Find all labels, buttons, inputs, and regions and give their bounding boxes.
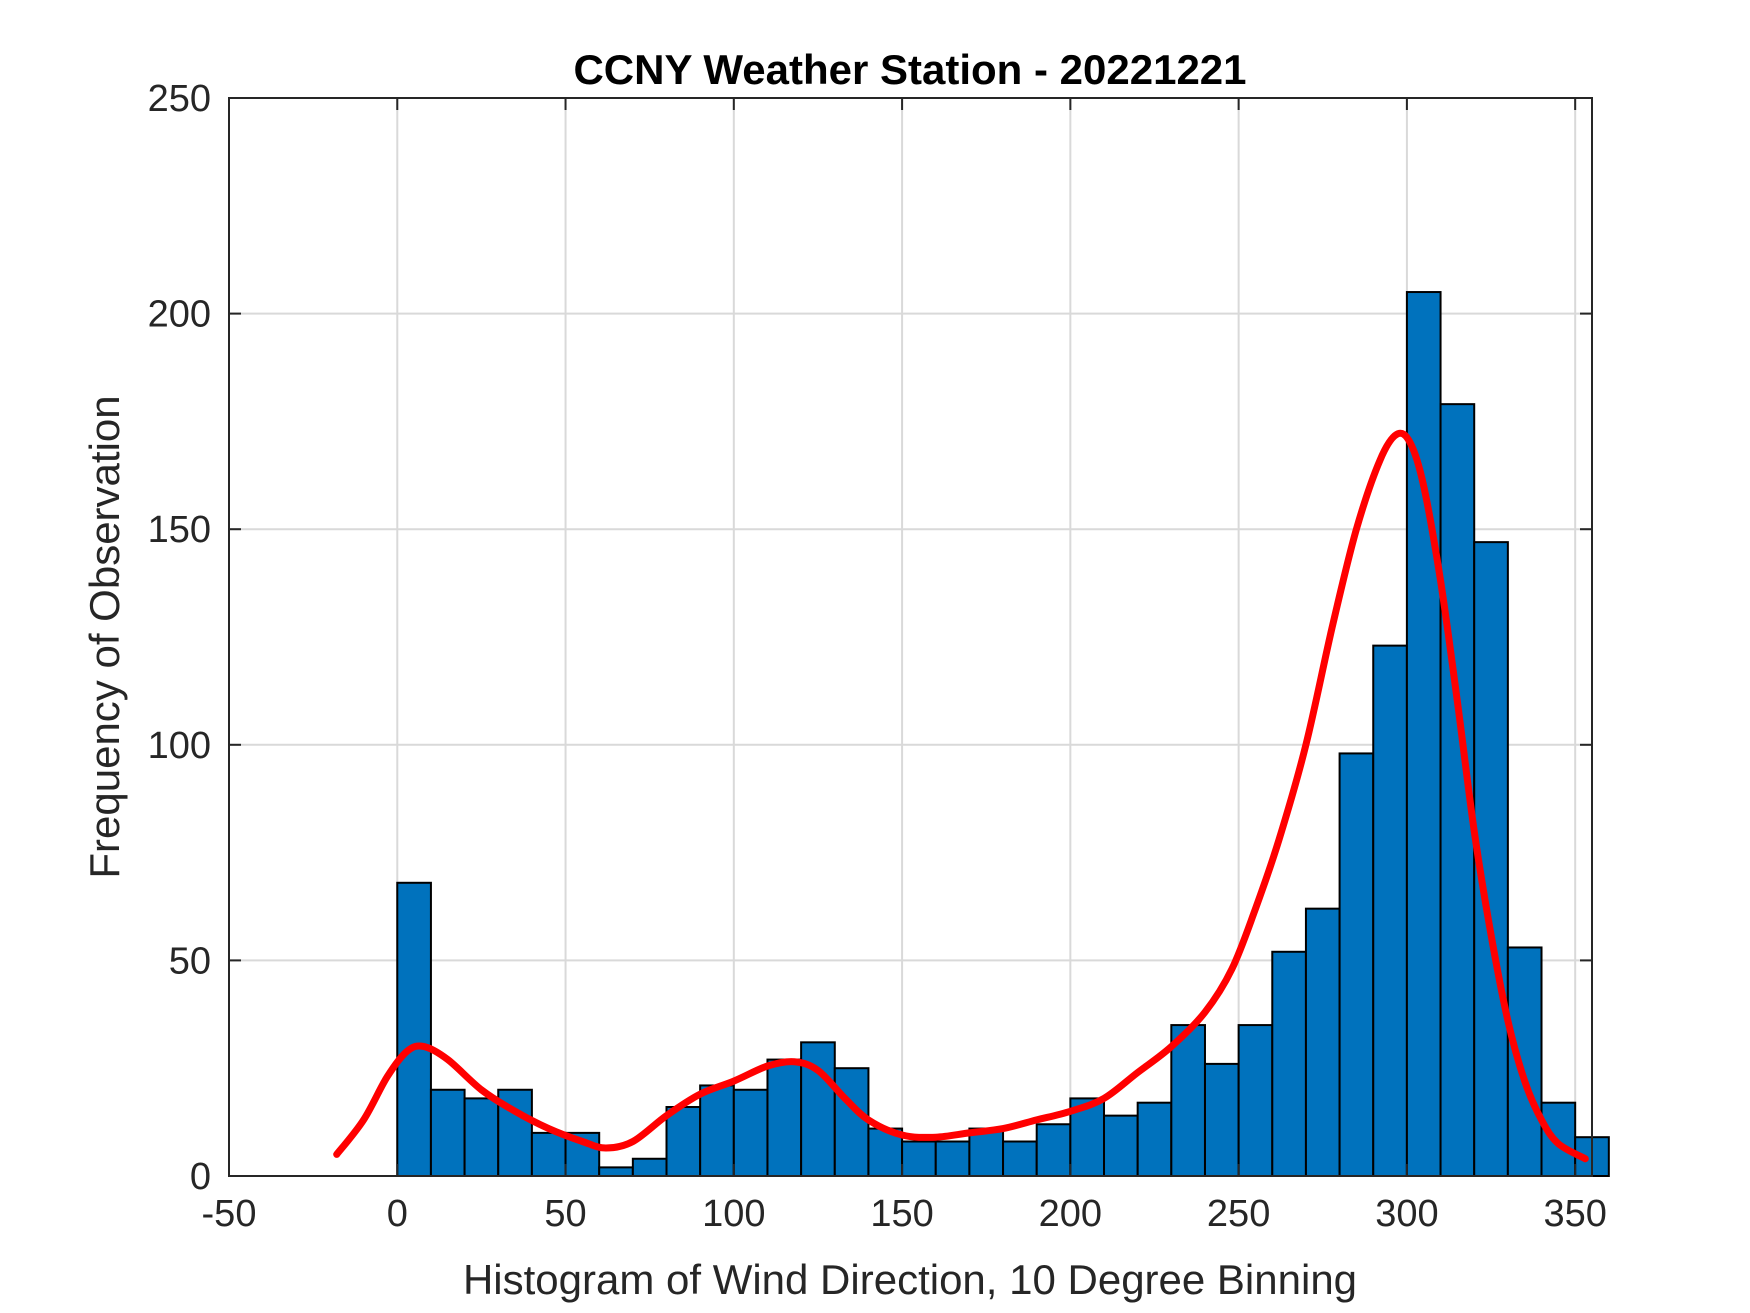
histogram-bar: [1338, 752, 1375, 1177]
histogram-bar: [598, 1166, 634, 1177]
y-axis-title: Frequency of Observation: [81, 395, 128, 878]
y-tick-labels: 0 50 100 150 200 250: [148, 78, 211, 1198]
histogram-bar: [463, 1097, 500, 1178]
histogram-bar: [901, 1140, 937, 1178]
histogram-bar: [631, 1157, 668, 1177]
histogram-bar: [1271, 950, 1307, 1177]
histogram-bar: [766, 1058, 803, 1178]
histogram-bar: [833, 1067, 870, 1177]
histogram-bar: [396, 881, 432, 1177]
x-tick-label: 350: [1543, 1193, 1606, 1235]
histogram-bar: [1035, 1123, 1072, 1177]
histogram-bar: [665, 1106, 702, 1178]
plot-frame: [228, 97, 1593, 1177]
histogram-bars: [396, 291, 1610, 1178]
density-fit-line: [333, 429, 1589, 1163]
y-tick-label: 50: [169, 940, 211, 982]
histogram-bar: [934, 1140, 971, 1178]
x-tick-label: 300: [1375, 1193, 1438, 1235]
x-tick-label: 100: [702, 1193, 765, 1235]
y-tick-label: 0: [190, 1156, 211, 1198]
histogram-bar: [429, 1088, 466, 1178]
chart-title: CCNY Weather Station - 20221221: [573, 46, 1246, 93]
y-tick-label: 200: [148, 294, 211, 336]
x-tick-label: 250: [1207, 1193, 1270, 1235]
y-tick-label: 250: [148, 78, 211, 120]
histogram-bar: [1405, 291, 1442, 1178]
y-tick-label: 150: [148, 509, 211, 551]
x-tick-label: 0: [387, 1193, 408, 1235]
histogram-bar: [530, 1131, 567, 1178]
histogram-bar: [1304, 907, 1341, 1177]
x-tick-label: 200: [1039, 1193, 1102, 1235]
histogram-bar: [1203, 1062, 1240, 1177]
x-tick-label: 50: [544, 1193, 586, 1235]
histogram-bar: [1237, 1024, 1274, 1177]
histogram-bar: [699, 1084, 735, 1177]
y-tick-label: 100: [148, 725, 211, 767]
histogram-bar: [732, 1088, 769, 1178]
histogram-bar: [1136, 1101, 1173, 1178]
histogram-bar: [1002, 1140, 1038, 1178]
histogram-bar: [1506, 946, 1543, 1177]
x-tick-label: -50: [202, 1193, 257, 1235]
x-tick-labels: -50 0 50 100 150 200 250 300 350: [202, 1193, 1607, 1235]
histogram-bar: [1372, 644, 1408, 1177]
histogram-bar: [1103, 1114, 1139, 1177]
histogram-bar: [1170, 1024, 1206, 1177]
x-axis-title: Histogram of Wind Direction, 10 Degree B…: [463, 1256, 1357, 1303]
x-tick-label: 150: [870, 1193, 933, 1235]
